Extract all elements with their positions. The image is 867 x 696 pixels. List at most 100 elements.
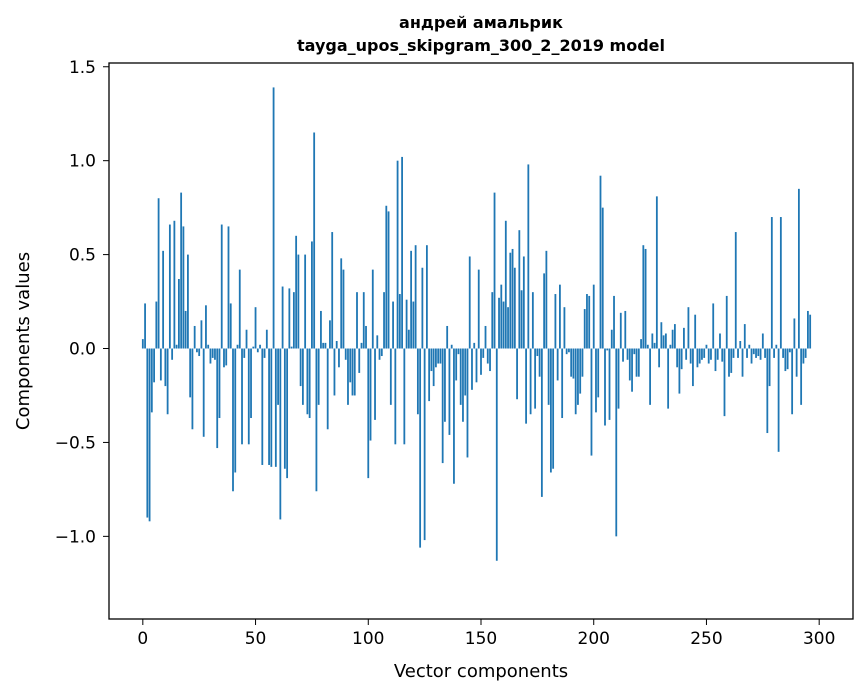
bar [807, 310, 809, 349]
bar [281, 286, 284, 349]
bar [232, 348, 234, 492]
bar [752, 348, 755, 355]
bar [543, 273, 546, 349]
bar [396, 160, 399, 349]
bar [793, 318, 796, 349]
y-axis-ticks: −1.0 −0.5 0.0 0.5 1.0 1.5 [55, 58, 109, 547]
bar [642, 245, 645, 349]
bar [504, 220, 507, 349]
bar [207, 344, 210, 349]
bar [414, 245, 417, 349]
bar [295, 235, 298, 349]
bar [489, 348, 491, 372]
bar [464, 348, 467, 396]
bar [782, 348, 785, 358]
bar [809, 314, 812, 349]
bar [484, 325, 487, 349]
bar [450, 344, 453, 349]
bar [322, 342, 325, 349]
bar [680, 348, 683, 370]
bar [498, 297, 500, 349]
x-tick-label: 250 [690, 629, 722, 649]
bar [689, 348, 692, 364]
bar [347, 348, 349, 405]
bar [214, 348, 216, 360]
bar [502, 301, 505, 349]
bar [286, 348, 289, 479]
bar [274, 348, 277, 467]
bar [664, 333, 667, 349]
bar [351, 348, 354, 396]
x-tick-label: 300 [803, 629, 835, 649]
bar [360, 342, 363, 349]
bar [277, 348, 279, 405]
bar [586, 294, 588, 349]
bar [405, 299, 408, 349]
bar [441, 348, 444, 464]
bar [649, 348, 651, 405]
bar [225, 348, 228, 366]
bar [687, 307, 690, 349]
bar [466, 348, 469, 458]
bar [457, 348, 460, 355]
bar [333, 348, 336, 396]
chart-subtitle: tayga_upos_skipgram_300_2_2019 model [297, 36, 665, 55]
bar [353, 348, 356, 396]
bar [378, 348, 381, 360]
bar [764, 348, 766, 358]
bar [536, 348, 539, 357]
bar [786, 348, 789, 370]
bar [622, 348, 624, 362]
bar [588, 295, 591, 349]
bar [383, 292, 385, 349]
bar [196, 348, 198, 353]
bar [209, 348, 212, 364]
bar [362, 292, 365, 349]
bar [306, 348, 309, 415]
bar [746, 348, 748, 358]
bar [669, 344, 672, 349]
bar [371, 269, 374, 349]
bar [184, 310, 187, 349]
bar [698, 348, 701, 364]
bar [313, 132, 316, 349]
bar [263, 348, 266, 358]
bar [692, 348, 694, 387]
bar [804, 348, 807, 358]
bar [159, 348, 162, 381]
bar [770, 217, 773, 349]
bar [407, 329, 410, 349]
bar [525, 348, 527, 424]
bar [658, 348, 661, 368]
bar [430, 348, 433, 372]
bar [520, 290, 523, 349]
bar [705, 344, 708, 349]
bar [157, 198, 160, 349]
bar [171, 348, 174, 360]
x-tick-label: 100 [352, 629, 384, 649]
bar [500, 284, 503, 349]
bar [493, 192, 496, 349]
bar [148, 348, 151, 522]
bar [619, 312, 622, 349]
bar [568, 348, 570, 353]
bar [595, 348, 597, 413]
bar [180, 192, 183, 349]
bar [802, 348, 805, 364]
bar [202, 348, 205, 437]
bar [211, 348, 214, 358]
bar [696, 348, 699, 368]
bar [599, 175, 602, 349]
bar [507, 307, 509, 349]
chart-title: андрей амальрик [399, 13, 563, 32]
bar [640, 339, 642, 349]
bar [743, 324, 746, 349]
bar [797, 188, 800, 349]
bar [144, 303, 146, 349]
bar [646, 344, 649, 349]
bar [795, 348, 798, 377]
bar [297, 254, 300, 349]
bar [788, 348, 791, 353]
bar [545, 250, 548, 349]
y-tick-label: 0.5 [69, 246, 96, 266]
